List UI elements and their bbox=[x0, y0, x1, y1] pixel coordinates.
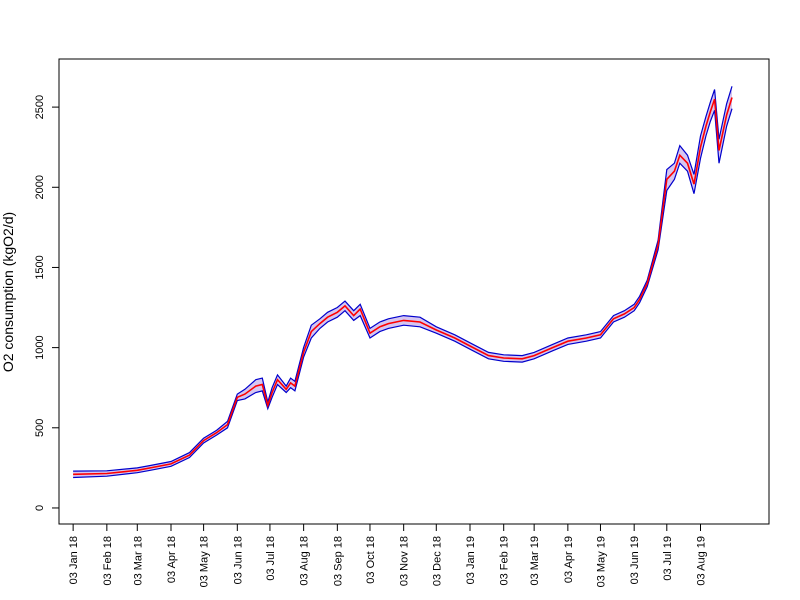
x-tick-label: 03 Apr 19 bbox=[563, 536, 575, 583]
x-tick-label: 03 Aug 19 bbox=[696, 536, 708, 586]
y-axis: 0 500 1000 1500 2000 2500 bbox=[34, 95, 59, 511]
lower-bound-line bbox=[73, 108, 733, 479]
x-tick-label: 03 Jun 19 bbox=[629, 536, 641, 584]
y-tick-label: 1000 bbox=[34, 335, 46, 359]
x-tick-label: 03 Feb 19 bbox=[499, 536, 511, 586]
x-tick-label: 03 Dec 18 bbox=[431, 536, 443, 586]
y-tick-label: 2500 bbox=[34, 95, 46, 119]
x-tick-label: 03 Aug 18 bbox=[299, 536, 311, 586]
x-tick-label: 03 May 18 bbox=[199, 536, 211, 587]
x-tick-label: 03 Feb 18 bbox=[102, 536, 114, 586]
x-tick-label: 03 Oct 18 bbox=[365, 536, 377, 584]
estimate-line bbox=[73, 97, 733, 476]
upper-bound-line bbox=[73, 86, 733, 472]
x-tick-label: 03 Sep 18 bbox=[332, 536, 344, 586]
y-axis-title: O2 consumption (kgO2/d) bbox=[0, 212, 16, 372]
x-tick-label: 03 Jan 19 bbox=[465, 536, 477, 584]
x-tick-label: 03 Jul 19 bbox=[662, 536, 674, 581]
x-tick-label: 03 Mar 18 bbox=[132, 536, 144, 586]
x-tick-label: 03 Jan 18 bbox=[68, 536, 80, 584]
x-tick-label: 03 Jun 18 bbox=[232, 536, 244, 584]
x-tick-label: 03 Nov 18 bbox=[399, 536, 411, 586]
y-tick-label: 500 bbox=[34, 419, 46, 437]
x-axis: 03 Jan 18 03 Feb 18 03 Mar 18 03 Apr 18 03 M… bbox=[68, 524, 708, 587]
series-layer bbox=[73, 86, 733, 479]
x-tick-label: 03 Apr 18 bbox=[166, 536, 178, 583]
plot-background bbox=[59, 59, 769, 524]
plot-frame bbox=[58, 58, 770, 525]
x-tick-label: 03 May 19 bbox=[595, 536, 607, 587]
x-tick-label: 03 Jul 18 bbox=[265, 536, 277, 581]
y-tick-label: 2000 bbox=[34, 175, 46, 199]
y-tick-label: 0 bbox=[34, 505, 46, 511]
y-tick-label: 1500 bbox=[34, 255, 46, 279]
x-tick-label: 03 Mar 19 bbox=[529, 536, 541, 586]
